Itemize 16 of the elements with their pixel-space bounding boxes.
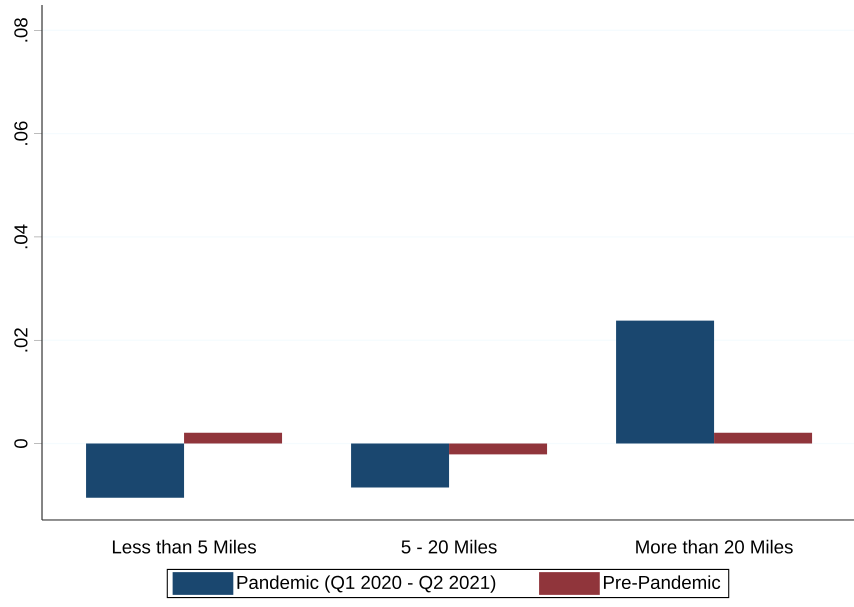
bar bbox=[714, 432, 812, 444]
y-tick-label: .02 bbox=[14, 328, 28, 352]
bar bbox=[184, 432, 282, 444]
legend-label: Pre-Pandemic bbox=[604, 575, 720, 590]
bar bbox=[616, 320, 714, 444]
bar bbox=[449, 444, 548, 454]
bar bbox=[351, 444, 450, 488]
y-tick-label: 0 bbox=[14, 439, 28, 448]
y-tick-label: .08 bbox=[14, 18, 28, 42]
x-tick-label: More than 20 Miles bbox=[636, 540, 793, 554]
y-tick-label: .06 bbox=[14, 121, 28, 145]
x-tick-label: Less than 5 Miles bbox=[112, 540, 256, 554]
legend-label: Pandemic (Q1 2020 - Q2 2021) bbox=[238, 575, 496, 593]
y-tick-label: .04 bbox=[14, 224, 28, 248]
bar bbox=[86, 444, 184, 498]
x-tick-label: 5 - 20 Miles bbox=[402, 540, 497, 554]
